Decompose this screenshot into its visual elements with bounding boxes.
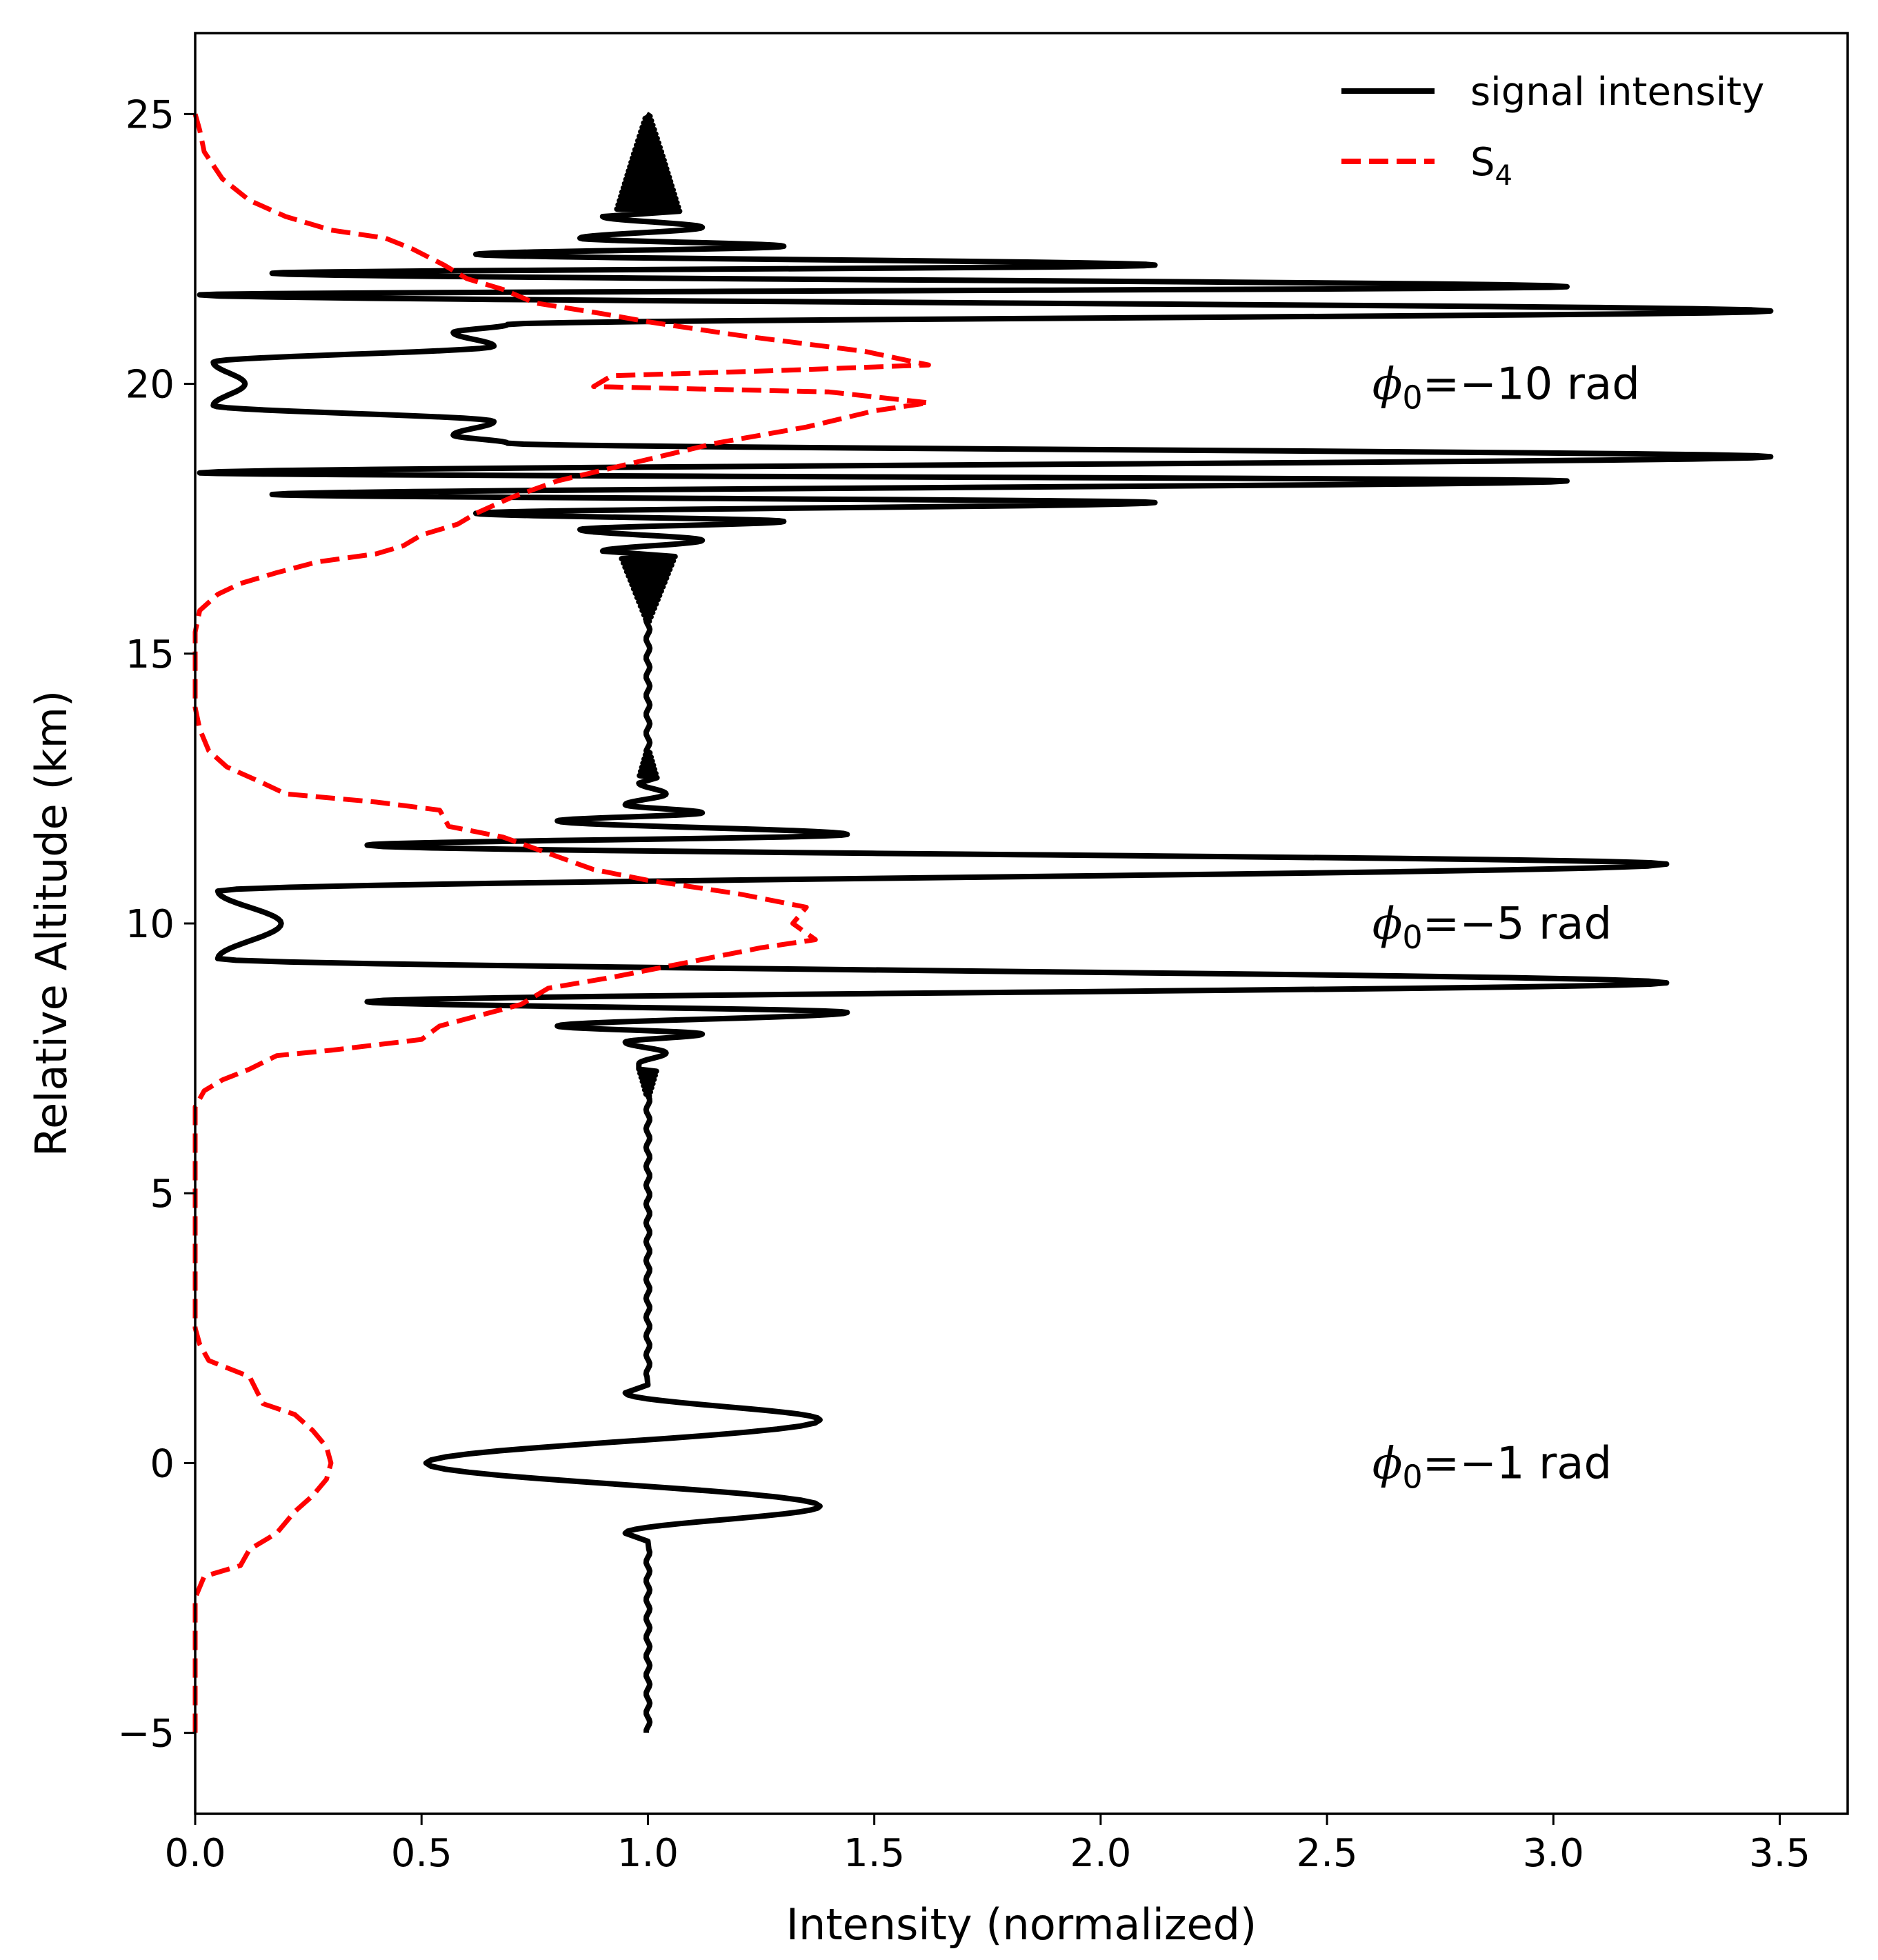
y-tick-label: 15 — [126, 632, 174, 677]
phi-subscript: 0 — [1402, 1458, 1422, 1495]
x-tick-label: 3.5 — [1749, 1831, 1810, 1876]
phase-annotation: ϕ0=−1 rad — [1372, 1438, 1612, 1495]
legend-label: S4 — [1470, 140, 1512, 192]
x-tick-label: 3.0 — [1523, 1831, 1584, 1876]
x-tick-label: 0.5 — [391, 1831, 452, 1876]
legend-label-text: signal intensity — [1470, 70, 1764, 114]
x-tick-label: 2.0 — [1070, 1831, 1131, 1876]
s4-line — [192, 113, 931, 1733]
y-tick-label: 5 — [150, 1172, 174, 1217]
phi-symbol: ϕ — [1372, 359, 1403, 410]
y-tick-label: 10 — [126, 902, 174, 947]
phi-symbol: ϕ — [1372, 899, 1403, 950]
legend-label: signal intensity — [1470, 70, 1764, 114]
series-layer — [192, 112, 1774, 1733]
phase-annotation: ϕ0=−5 rad — [1372, 899, 1612, 956]
phase-value: =−5 rad — [1423, 899, 1612, 950]
signal-intensity-line — [197, 112, 1774, 1733]
legend-label-subscript: 4 — [1495, 160, 1512, 192]
tick-layer: 0.0 0.5 1.0 1.5 2.0 2.5 3.0 3.5 −5 0 5 10 15 20 25 — [117, 92, 1810, 1876]
x-tick-label: 1.5 — [843, 1831, 905, 1876]
phi-subscript: 0 — [1402, 919, 1422, 956]
x-axis-title: Intensity (normalized) — [786, 1899, 1257, 1950]
legend-label-text: S — [1470, 140, 1495, 185]
legend: signal intensity S4 — [1341, 70, 1764, 192]
y-axis-title: Relative Altitude (km) — [26, 690, 77, 1157]
phase-value: =−10 rad — [1423, 359, 1640, 410]
y-tick-label: −5 — [117, 1712, 174, 1757]
phi-symbol: ϕ — [1372, 1438, 1403, 1489]
x-tick-label: 1.0 — [617, 1831, 679, 1876]
x-tick-label: 0.0 — [164, 1831, 226, 1876]
phase-annotation: ϕ0=−10 rad — [1372, 359, 1640, 417]
y-tick-label: 0 — [150, 1441, 174, 1486]
phase-value: =−1 rad — [1423, 1438, 1612, 1489]
phi-subscript: 0 — [1402, 379, 1422, 417]
y-tick-label: 25 — [126, 92, 174, 137]
x-tick-label: 2.5 — [1297, 1831, 1358, 1876]
y-tick-label: 20 — [126, 363, 174, 408]
